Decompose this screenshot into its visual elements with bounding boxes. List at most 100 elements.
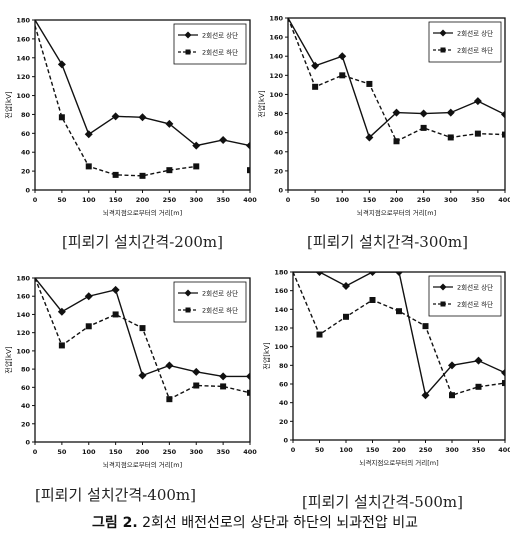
y-tick-label: 120 <box>274 325 288 333</box>
data-point-square <box>220 383 227 390</box>
y-tick-label: 100 <box>16 347 30 355</box>
data-point-square <box>247 167 250 174</box>
data-point-square <box>112 171 119 178</box>
legend-label: 2회선로 하단 <box>202 48 238 57</box>
y-tick-label: 40 <box>274 148 284 156</box>
x-tick-label: 400 <box>498 446 510 454</box>
data-point-square <box>474 130 481 137</box>
x-tick-label: 150 <box>363 196 377 204</box>
x-tick-label: 200 <box>136 448 150 456</box>
legend-marker-diamond <box>439 29 447 37</box>
legend-marker-square <box>440 301 446 307</box>
chart-caption-1: [피뢰기 설치간격-200m] <box>62 233 223 251</box>
legend-label: 2회선로 하단 <box>202 306 238 315</box>
data-point-diamond <box>111 285 120 294</box>
data-point-diamond <box>246 372 250 381</box>
series-group <box>293 272 505 400</box>
x-tick-label: 250 <box>163 448 177 456</box>
data-point-diamond <box>57 307 66 316</box>
x-tick-label: 250 <box>417 196 431 204</box>
x-axis-label: 뇌격지점으로부터의 거리[m] <box>357 208 436 217</box>
data-point-square <box>58 342 65 349</box>
legend-label: 2회선로 하단 <box>457 300 493 309</box>
data-point-square <box>343 313 349 320</box>
y-tick-label: 60 <box>274 129 284 137</box>
data-point-square <box>366 80 373 87</box>
data-point-square <box>339 72 346 79</box>
data-point-diamond <box>395 272 403 276</box>
y-tick-label: 180 <box>16 275 30 283</box>
legend-marker-diamond <box>184 31 192 39</box>
data-point-diamond <box>368 272 377 276</box>
legend-label: 2회선로 상단 <box>457 283 493 292</box>
data-point-diamond <box>84 130 93 139</box>
legend-marker-square <box>185 49 191 55</box>
legend-marker-diamond <box>184 289 192 297</box>
y-tick-label: 20 <box>274 167 284 175</box>
line-chart-1: 0 20 40 60 80 100 120 140 160 180 0 50 100 150 200 250 3… <box>4 17 257 218</box>
data-point-diamond <box>501 110 505 119</box>
y-axis-label: 전압[kV] <box>257 90 266 117</box>
y-tick-label: 160 <box>269 34 283 42</box>
y-tick-label: 140 <box>269 53 283 61</box>
data-point-square <box>422 323 429 330</box>
chart-caption-2: [피뢰기 설치간격-300m] <box>307 233 468 251</box>
y-tick-label: 140 <box>16 54 30 62</box>
y-axis-label: 전압[kV] <box>4 346 13 373</box>
y-tick-label: 40 <box>279 399 289 407</box>
y-tick-label: 80 <box>21 366 31 374</box>
x-tick-label: 350 <box>471 196 485 204</box>
y-tick-label: 160 <box>16 293 30 301</box>
x-tick-label: 200 <box>136 196 150 204</box>
x-tick-label: 50 <box>57 448 67 456</box>
x-tick-label: 200 <box>392 446 406 454</box>
y-tick-label: 100 <box>16 92 30 100</box>
x-tick-label: 300 <box>444 196 458 204</box>
data-point-diamond <box>448 361 456 370</box>
x-tick-label: 300 <box>189 448 203 456</box>
chart-panel-2: 0 20 40 60 80 100 120 140 160 180 0 50 100 150 200 250 3… <box>255 0 510 222</box>
series-group <box>35 20 250 179</box>
data-point-diamond <box>219 372 228 381</box>
y-tick-label: 20 <box>279 418 289 426</box>
data-point-diamond <box>111 112 120 121</box>
data-point-square <box>193 382 200 389</box>
data-point-diamond <box>419 109 428 118</box>
x-tick-label: 350 <box>216 196 230 204</box>
line-chart-4: 0 20 40 60 80 100 120 140 160 180 0 50 100 150 200 250 3… <box>262 269 510 468</box>
x-tick-label: 100 <box>335 196 349 204</box>
x-tick-label: 0 <box>286 196 291 204</box>
x-tick-label: 150 <box>366 446 380 454</box>
data-point-square <box>139 172 146 179</box>
y-tick-label: 140 <box>16 311 30 319</box>
y-tick-label: 60 <box>279 381 289 389</box>
x-tick-label: 300 <box>445 446 459 454</box>
x-axis-label: 뇌격지점으로부터의 거리[m] <box>103 208 182 217</box>
data-point-square <box>112 311 119 318</box>
data-point-square <box>193 163 200 170</box>
y-tick-label: 180 <box>269 15 283 23</box>
x-tick-label: 150 <box>109 196 123 204</box>
data-point-diamond <box>246 141 250 150</box>
data-point-diamond <box>311 61 320 70</box>
y-tick-label: 60 <box>21 384 31 392</box>
data-point-square <box>312 83 319 90</box>
data-point-square <box>316 331 323 338</box>
legend-box <box>428 275 502 317</box>
line-chart-2: 0 20 40 60 80 100 120 140 160 180 0 50 100 150 200 250 3… <box>257 15 510 218</box>
data-point-diamond <box>84 292 93 301</box>
y-tick-label: 40 <box>21 402 31 410</box>
data-point-square <box>85 323 92 330</box>
data-point-diamond <box>474 356 483 365</box>
legend-label: 2회선로 상단 <box>457 29 493 38</box>
data-point-square <box>58 114 65 121</box>
figure-caption-text: 2회선 배전선로의 상단과 하단의 뇌과전압 비교 <box>142 515 419 531</box>
series-group <box>288 18 505 145</box>
x-tick-label: 250 <box>163 196 177 204</box>
data-point-square <box>369 297 376 303</box>
data-point-diamond <box>421 391 430 400</box>
data-point-diamond <box>165 361 174 370</box>
series-line-lower <box>35 25 197 177</box>
data-point-square <box>502 131 505 138</box>
chart-caption-3: [피뢰기 설치간격-400m] <box>35 486 196 504</box>
